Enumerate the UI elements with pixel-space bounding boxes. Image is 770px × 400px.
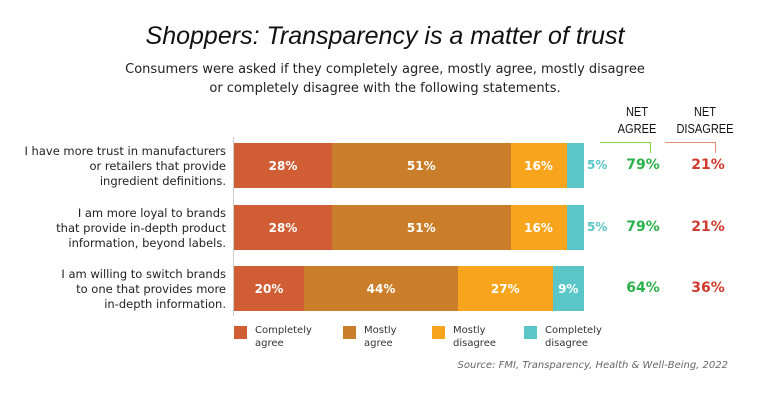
- bar-segment: 27%: [458, 266, 553, 311]
- bar-segment: 51%: [332, 143, 511, 188]
- data-label: 5%: [587, 158, 608, 172]
- bar-segment: [566, 205, 584, 250]
- row-label-line: information, beyond labels.: [68, 236, 226, 250]
- row-label-line: I am willing to switch brands: [61, 267, 226, 281]
- bar-segment: [566, 143, 584, 188]
- row-label: I am willing to switch brands to one that…: [0, 267, 226, 312]
- net-disagree-bracket: [665, 142, 716, 153]
- data-label: 27%: [490, 281, 520, 296]
- legend-label-line: disagree: [453, 338, 497, 349]
- row-label-line: ingredient definitions.: [99, 174, 226, 188]
- net-agree-header: NET AGREE: [607, 103, 667, 137]
- bar-segment: 28%: [234, 205, 332, 250]
- data-label: 5%: [587, 220, 608, 234]
- bar-segment: 51%: [332, 205, 511, 250]
- header-line: DISAGREE: [676, 121, 734, 136]
- net-disagree-value: 36%: [691, 280, 725, 296]
- legend-label-line: Completely: [545, 325, 602, 336]
- bar-segment: 9%: [552, 266, 584, 311]
- data-label: 16%: [524, 220, 553, 235]
- net-agree-bracket: [600, 142, 651, 153]
- subtitle-line: Consumers were asked if they completely …: [125, 62, 645, 77]
- legend-swatch: [234, 326, 247, 339]
- data-label: 16%: [524, 158, 553, 173]
- legend-label: Mostly agree: [364, 324, 397, 350]
- data-label: 51%: [406, 220, 436, 235]
- legend-label-line: agree: [255, 338, 284, 349]
- legend-label: Mostly disagree: [453, 324, 496, 350]
- net-agree-value: 64%: [626, 280, 660, 296]
- legend-swatch: [343, 326, 356, 339]
- header-line: NET: [625, 104, 649, 119]
- data-label: 28%: [268, 158, 298, 173]
- legend-label-line: Mostly: [364, 325, 397, 336]
- y-axis-line: [233, 137, 234, 316]
- legend-label-line: Mostly: [453, 325, 486, 336]
- row-label-line: or retailers that provide: [89, 159, 226, 173]
- bar-segment: 16%: [510, 205, 567, 250]
- row-label-line: to one that provides more: [76, 282, 226, 296]
- legend-item: Completely agree: [234, 324, 312, 350]
- net-agree-value: 79%: [626, 157, 660, 173]
- net-agree-value: 79%: [626, 219, 660, 235]
- legend-label: Completely agree: [255, 324, 312, 350]
- row-label: I am more loyal to brands that provide in…: [0, 206, 226, 251]
- bar-segment: 20%: [234, 266, 304, 311]
- net-disagree-value: 21%: [691, 219, 725, 235]
- bar-segment: 44%: [304, 266, 458, 311]
- legend-swatch: [432, 326, 445, 339]
- row-label: I have more trust in manufacturers or ret…: [0, 144, 227, 189]
- chart-title: Shoppers: Transparency is a matter of tr…: [145, 22, 625, 50]
- legend-label-line: disagree: [545, 338, 589, 349]
- legend-label-line: Completely: [255, 325, 312, 336]
- net-disagree-value: 21%: [691, 157, 725, 173]
- header-line: AGREE: [617, 121, 657, 136]
- legend-label: Completely disagree: [545, 324, 602, 350]
- row-label-line: in-depth information.: [104, 297, 226, 311]
- row-label-line: I have more trust in manufacturers: [24, 144, 227, 158]
- source-note: Source: FMI, Transparency, Health & Well…: [457, 360, 728, 371]
- subtitle-line: or completely disagree with the followin…: [209, 81, 561, 96]
- legend-item: Completely disagree: [524, 324, 602, 350]
- data-label: 28%: [268, 220, 298, 235]
- legend-item: Mostly disagree: [432, 324, 496, 350]
- chart-subtitle: Consumers were asked if they completely …: [0, 60, 770, 98]
- header-line: NET: [693, 104, 717, 119]
- row-label-line: I am more loyal to brands: [77, 206, 226, 220]
- net-disagree-header: NET DISAGREE: [675, 103, 735, 137]
- data-label: 20%: [254, 281, 284, 296]
- legend-swatch: [524, 326, 537, 339]
- legend-label-line: agree: [364, 338, 393, 349]
- bar-segment: 16%: [510, 143, 567, 188]
- data-label: 51%: [406, 158, 436, 173]
- data-label: 9%: [558, 281, 579, 296]
- legend-item: Mostly agree: [343, 324, 397, 350]
- data-label: 44%: [366, 281, 396, 296]
- row-label-line: that provide in-depth product: [56, 221, 226, 235]
- bar-segment: 28%: [234, 143, 332, 188]
